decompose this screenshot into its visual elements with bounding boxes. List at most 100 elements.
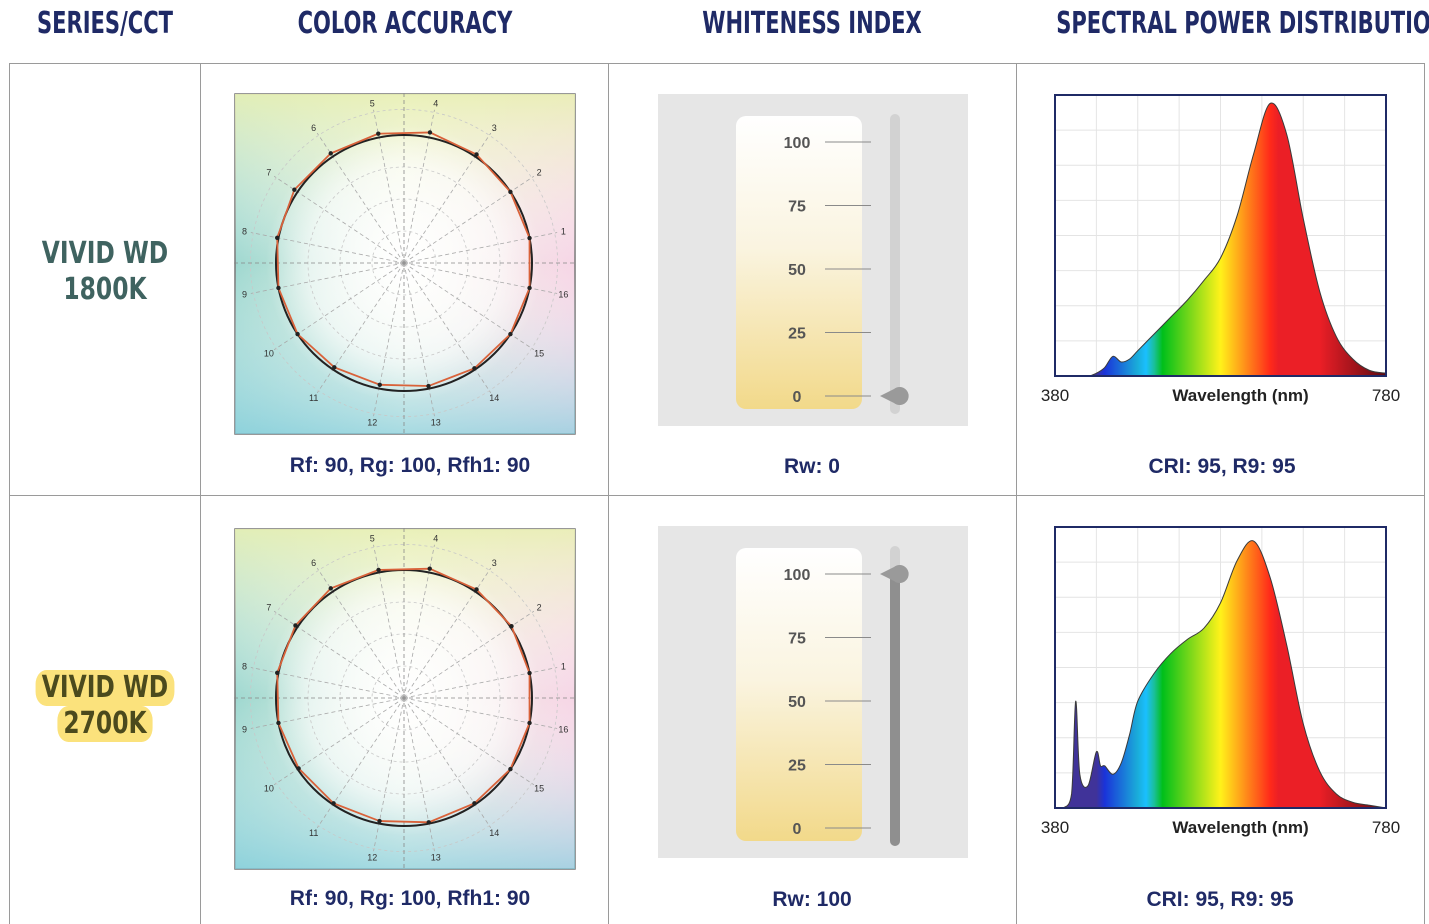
cvg-spoke: [316, 132, 405, 264]
whiteness-scale-bar: [736, 116, 862, 409]
cvg-bin-label-15: 15: [534, 348, 544, 358]
cvg-point-4: [427, 130, 433, 135]
whiteness-tick-75: 75: [788, 631, 806, 648]
cvg-bin-label-5: 5: [370, 534, 375, 544]
cvg-bin-label-8: 8: [242, 226, 247, 236]
header-whiteness-index: WHITENESS INDEX: [702, 6, 922, 41]
whiteness-slider-handle: [880, 565, 909, 583]
cvg-point-7: [292, 187, 297, 192]
cvg-reference-circle: [275, 134, 533, 392]
cvg-bin-label-1: 1: [561, 661, 566, 671]
cvg-spoke: [373, 262, 405, 417]
cvg-point-15: [508, 766, 513, 772]
whiteness-tick-0: 0: [793, 389, 802, 406]
cvg-spoke: [403, 262, 535, 351]
cvg-point-2: [509, 623, 514, 629]
grid-line-col2: [608, 63, 609, 924]
cvg-point-16: [527, 285, 532, 291]
cvg-bin-label-9: 9: [242, 290, 247, 300]
cvg-point-12: [377, 818, 382, 824]
spd-frame: [1054, 94, 1387, 377]
series-name-highlight: VIVID WD: [35, 670, 175, 706]
cvg-bin-label-4: 4: [433, 99, 438, 109]
cvg-bin-label-12: 12: [367, 852, 377, 862]
cvg-spoke: [273, 610, 405, 699]
grid-line-left: [9, 63, 10, 924]
spd-tick-min: 380: [1041, 386, 1069, 405]
cvg-spoke: [250, 667, 405, 699]
cvg-point-9: [276, 720, 281, 726]
cvg-ring: [371, 230, 437, 296]
cvg-point-8: [275, 235, 280, 240]
cvg-spoke: [403, 697, 492, 829]
cvg-point-12: [377, 382, 382, 387]
whiteness-slider-handle: [880, 387, 909, 405]
cvg-spoke: [373, 697, 405, 852]
cvg-point-3: [474, 587, 479, 592]
cvg-spoke: [373, 544, 405, 699]
cvg-bin-label-3: 3: [492, 558, 497, 568]
cvg-bin-label-14: 14: [489, 393, 499, 403]
cvg-bin-label-10: 10: [264, 783, 274, 793]
grid-line-col3: [1016, 63, 1017, 924]
cvg-spoke: [273, 262, 405, 351]
cvg-point-9: [276, 285, 281, 291]
cvg-bin-label-16: 16: [558, 725, 568, 735]
whiteness-tick-75: 75: [788, 199, 806, 216]
cvg-spoke: [403, 567, 492, 699]
cvg-spoke: [403, 175, 535, 264]
cvg-point-16: [527, 720, 532, 726]
cvg-point-8: [275, 670, 280, 675]
cvg-point-10: [295, 331, 300, 337]
cvg-bin-label-1: 1: [561, 226, 566, 236]
series-cct-highlight: 2700K: [57, 706, 153, 742]
spd-tick-min: 380: [1041, 818, 1069, 837]
whiteness-tick-50: 50: [788, 262, 806, 279]
cvg-point-13: [426, 383, 431, 389]
spd-tick-max: 780: [1372, 386, 1400, 405]
cvg-bin-label-16: 16: [558, 290, 568, 300]
cvg-bin-label-5: 5: [370, 99, 375, 109]
cvg-spoke: [250, 697, 405, 729]
cvg-point-3: [474, 152, 479, 157]
cvg-spoke: [316, 697, 405, 829]
cvg-bin-label-15: 15: [534, 783, 544, 793]
series-name: VIVID WD: [41, 236, 169, 271]
cvg-spoke: [403, 262, 558, 294]
series-cct: 1800K: [63, 272, 147, 307]
cvg-ring: [371, 665, 437, 731]
cvg-spoke: [250, 232, 405, 264]
whiteness-slider-track: [890, 114, 900, 414]
whiteness-tick-25: 25: [788, 326, 806, 343]
cvg-bin-label-8: 8: [242, 661, 247, 671]
whiteness-tick-100: 100: [784, 567, 811, 584]
grid-line-top: [9, 63, 1425, 64]
spd-frame: [1054, 526, 1387, 809]
cvg-spoke: [373, 109, 405, 264]
whiteness-index-row1: 100 75 50 25 0: [658, 94, 968, 426]
spd-tick-max: 780: [1372, 818, 1400, 837]
cvg-point-14: [472, 366, 477, 371]
whiteness-caption-row1: Rw: 0: [783, 455, 840, 478]
whiteness-slider-fill: [890, 574, 900, 846]
cvg-spoke: [403, 262, 492, 394]
whiteness-tick-25: 25: [788, 758, 806, 775]
cvg-bin-label-7: 7: [266, 168, 271, 178]
cvg-point-4: [427, 566, 432, 571]
spd-chart-row1: 380 780 Wavelength (nm): [1041, 94, 1400, 405]
header-spectral-power-distribution: SPECTRAL POWER DISTRIBUTION: [1056, 6, 1429, 41]
cvg-spoke: [316, 262, 405, 394]
grid-line-col1: [200, 63, 201, 924]
series-label-row1: VIVID WD 1800K: [31, 236, 179, 308]
spd-curve: [1054, 102, 1387, 377]
cvg-bin-label-13: 13: [431, 852, 441, 862]
cvg-point-7: [293, 623, 298, 628]
cvg-spoke: [403, 262, 435, 417]
cvg-bin-label-11: 11: [309, 393, 318, 403]
cvg-bin-label-7: 7: [266, 603, 271, 613]
cvg-bin-label-10: 10: [264, 348, 274, 358]
cvg-bin-label-4: 4: [433, 534, 438, 544]
cvg-bin-label-13: 13: [431, 417, 441, 427]
